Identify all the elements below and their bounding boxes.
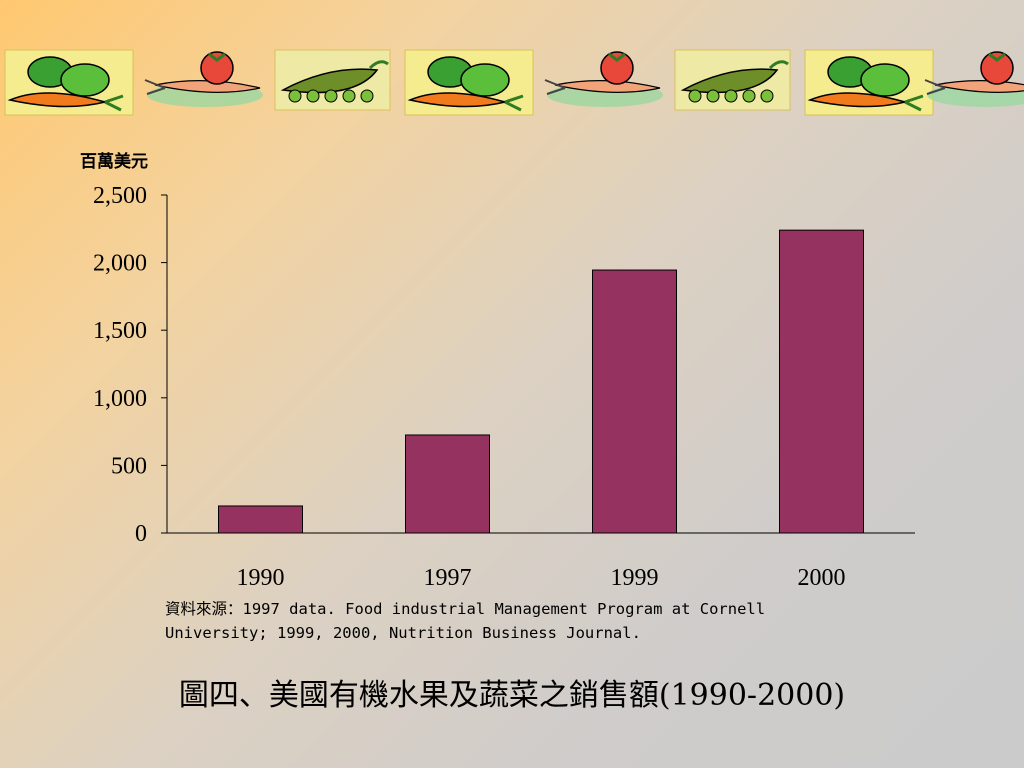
peppers-carrot-icon	[804, 49, 934, 116]
peas-in-pod-icon	[674, 49, 791, 111]
x-tick-label: 1990	[237, 565, 285, 591]
y-tick-label: 2,000	[93, 251, 147, 277]
x-tick-label: 2000	[798, 565, 846, 591]
bar-chart: 0 500 1,000 1,500 2,000 2,500 1990 1997 1999 2000	[93, 183, 915, 591]
peas-in-pod-icon	[274, 49, 391, 111]
y-axis-unit-label: 百萬美元	[80, 152, 148, 172]
y-tick-label: 1,500	[93, 318, 147, 344]
bar-2000	[779, 229, 864, 534]
source-note: 資料來源：1997 data. Food industrial Manageme…	[165, 600, 766, 642]
tomato-on-knife-icon	[544, 51, 663, 107]
bar-1997	[405, 434, 490, 534]
y-tick-label: 1,000	[93, 386, 147, 412]
x-tick-label: 1997	[424, 565, 472, 591]
tomato-on-knife-icon	[924, 51, 1024, 107]
bar-1990	[218, 505, 303, 534]
y-tick-label: 500	[111, 453, 147, 479]
y-tick-label: 0	[135, 521, 147, 547]
figure-caption: 圖四、美國有機水果及蔬菜之銷售額(1990-2000)	[178, 678, 846, 713]
x-tick-label: 1999	[611, 565, 659, 591]
peppers-carrot-icon	[4, 49, 134, 116]
tomato-on-knife-icon	[144, 51, 263, 107]
vegetable-banner	[4, 49, 1024, 116]
peppers-carrot-icon	[404, 49, 534, 116]
bar-1999	[592, 269, 677, 534]
y-tick-label: 2,500	[93, 183, 147, 209]
